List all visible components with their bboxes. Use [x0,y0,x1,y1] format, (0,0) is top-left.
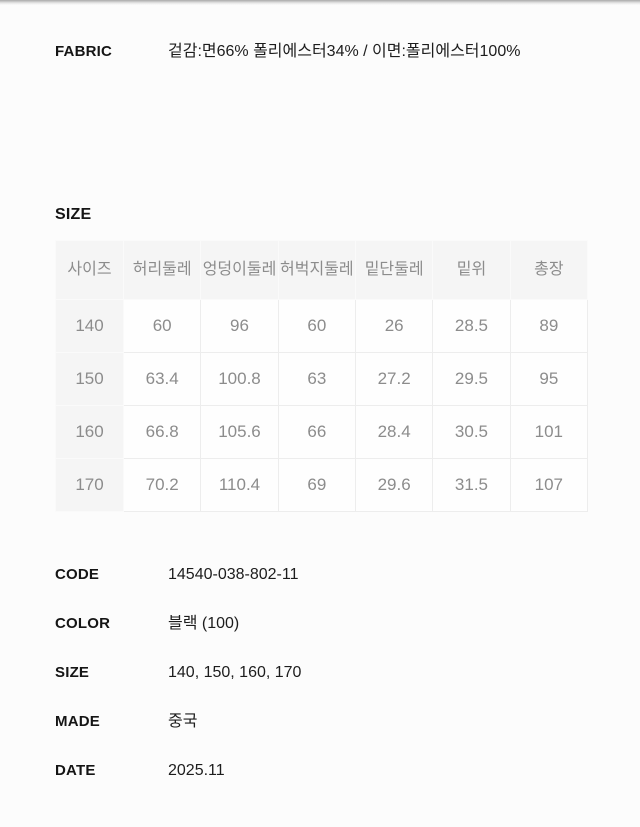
size-cell: 96 [200,299,279,353]
size-table-column-header: 허리둘레 [122,240,202,300]
detail-row-made: MADE 중국 [55,712,640,731]
size-cell: 89 [509,299,589,353]
size-table-row: 160 66.8 105.6 66 28.4 30.5 101 [55,405,589,459]
size-cell: 28.5 [432,299,511,353]
size-table-column-header: 밑위 [432,240,511,300]
size-cell: 107 [509,458,589,512]
size-cell: 170 [55,458,124,512]
size-cell: 150 [55,352,124,406]
top-edge-shadow [0,0,640,5]
size-cell: 110.4 [200,458,279,512]
size-table-row: 140 60 96 60 26 28.5 89 [55,299,589,353]
size-cell: 27.2 [354,352,434,406]
size-table-column-header: 허벅지둘레 [277,240,356,300]
size-cell: 95 [509,352,589,406]
size-table-row: 170 70.2 110.4 69 29.6 31.5 107 [55,458,589,512]
size-table-column-header: 엉덩이둘레 [200,240,279,300]
product-details-list: CODE 14540-038-802-11 COLOR 블랙 (100) SIZ… [55,565,640,780]
size-value: 140, 150, 160, 170 [168,664,302,681]
size-cell: 60 [277,299,356,353]
size-cell: 69 [277,458,356,512]
product-info-section: FABRIC 겉감:면66% 폴리에스터34% / 이면:폴리에스터100% S… [55,0,640,780]
fabric-row: FABRIC 겉감:면66% 폴리에스터34% / 이면:폴리에스터100% [55,0,640,61]
size-cell: 26 [354,299,434,353]
code-label: CODE [55,566,100,583]
size-cell: 160 [55,405,124,459]
size-cell: 29.6 [354,458,434,512]
size-section-heading: SIZE [55,206,92,223]
code-value: 14540-038-802-11 [168,566,299,583]
date-label: DATE [55,762,96,779]
color-label: COLOR [55,615,111,632]
color-value: 블랙 (100) [168,615,240,632]
size-table: 사이즈 허리둘레 엉덩이둘레 허벅지둘레 밑단둘레 밑위 총장 140 60 9… [55,240,589,512]
size-label: SIZE [55,664,90,681]
fabric-value: 겉감:면66% 폴리에스터34% / 이면:폴리에스터100% [168,43,521,60]
size-cell: 31.5 [432,458,511,512]
size-cell: 63 [277,352,356,406]
size-cell: 101 [509,405,589,459]
size-table-column-header: 총장 [509,240,589,300]
size-cell: 30.5 [432,405,511,459]
size-table-row: 150 63.4 100.8 63 27.2 29.5 95 [55,352,589,406]
size-cell: 66 [277,405,356,459]
size-cell: 28.4 [354,405,434,459]
fabric-label: FABRIC [55,43,113,60]
size-cell: 29.5 [432,352,511,406]
detail-row-date: DATE 2025.11 [55,761,640,780]
size-cell: 70.2 [122,458,202,512]
size-cell: 63.4 [122,352,202,406]
made-label: MADE [55,713,100,730]
size-cell: 100.8 [200,352,279,406]
detail-row-color: COLOR 블랙 (100) [55,614,640,633]
date-value: 2025.11 [168,762,225,779]
size-cell: 105.6 [200,405,279,459]
size-cell: 140 [55,299,124,353]
size-cell: 60 [122,299,202,353]
size-table-column-header: 사이즈 [55,240,124,300]
size-table-column-header: 밑단둘레 [354,240,434,300]
size-table-header-row: 사이즈 허리둘레 엉덩이둘레 허벅지둘레 밑단둘레 밑위 총장 [55,240,589,300]
made-value: 중국 [168,713,198,730]
detail-row-size: SIZE 140, 150, 160, 170 [55,663,640,682]
detail-row-code: CODE 14540-038-802-11 [55,565,640,584]
size-cell: 66.8 [122,405,202,459]
